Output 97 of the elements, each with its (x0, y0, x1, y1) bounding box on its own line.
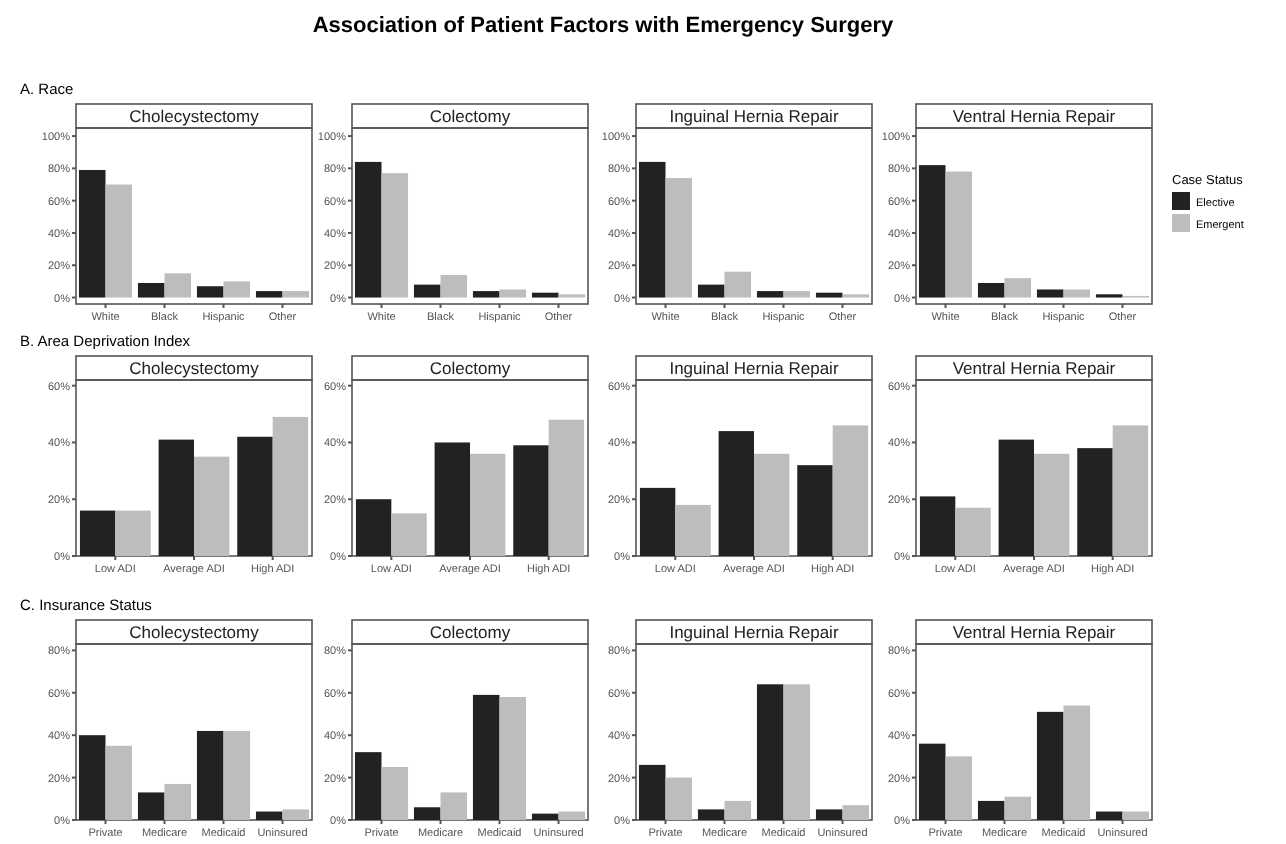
bar (697, 284, 725, 298)
bar (1063, 289, 1091, 298)
bar (237, 436, 273, 556)
bar (470, 453, 506, 556)
bar (78, 735, 106, 820)
bar (665, 178, 693, 298)
bar (638, 161, 666, 298)
bar (272, 416, 309, 556)
bar (440, 274, 468, 298)
bar (115, 510, 151, 556)
bar (440, 792, 468, 820)
bar (354, 752, 382, 820)
bar (842, 805, 870, 820)
bar (355, 499, 392, 556)
bar (639, 487, 676, 556)
bar (718, 431, 754, 556)
chart-title: Ventral Hernia Repair (952, 106, 1116, 126)
bar (1036, 289, 1064, 298)
bar (513, 445, 549, 556)
bar (832, 425, 869, 556)
bar (1095, 811, 1123, 820)
bar (756, 291, 784, 298)
bar (196, 286, 224, 298)
bar (977, 283, 1005, 298)
chart-title: Cholecystectomy (129, 622, 261, 642)
bar (638, 764, 666, 820)
bar (724, 271, 752, 298)
bar (158, 439, 194, 556)
bar (675, 504, 711, 556)
bar (472, 291, 500, 298)
bar (255, 811, 283, 820)
bar (697, 809, 725, 820)
bar (724, 800, 752, 820)
bar (918, 743, 946, 820)
bar (1077, 448, 1113, 556)
bar (434, 442, 470, 556)
bar (413, 807, 441, 820)
bar (919, 496, 956, 556)
bar (815, 809, 843, 820)
bar (1112, 425, 1149, 556)
chart-title: Cholecystectomy (129, 358, 261, 378)
bar (955, 507, 991, 556)
chart-title: Ventral Hernia Repair (952, 358, 1116, 378)
bar (79, 510, 116, 556)
bar (1034, 453, 1070, 556)
chart-title: Cholecystectomy (129, 106, 261, 126)
bar (282, 809, 310, 820)
bar (472, 694, 500, 820)
bar (783, 291, 811, 298)
bar (255, 291, 283, 298)
bar (413, 284, 441, 298)
chart-title: Inguinal Hernia Repair (669, 622, 839, 642)
bar (499, 697, 527, 820)
bar (1122, 811, 1150, 820)
bar (977, 800, 1005, 820)
bar (754, 453, 790, 556)
bar (164, 273, 192, 298)
bar (1063, 705, 1091, 820)
bar (105, 745, 133, 820)
bar (223, 730, 251, 820)
chart-title: Colectomy (429, 106, 512, 126)
bar (945, 171, 973, 298)
bar (945, 756, 973, 820)
bar (194, 456, 230, 556)
bar (381, 766, 409, 820)
chart-title: Inguinal Hernia Repair (669, 358, 839, 378)
text: Association of Patient Factors with Emergency Surgery (312, 14, 896, 38)
bar (531, 292, 559, 298)
bar (783, 684, 811, 820)
bar (137, 283, 165, 298)
bar (391, 513, 427, 556)
bar (78, 169, 106, 298)
bar (1004, 796, 1032, 820)
bar (164, 783, 192, 820)
bar (756, 684, 784, 820)
chart-title: Ventral Hernia Repair (952, 622, 1116, 642)
bar (918, 165, 946, 298)
chart-title: Colectomy (429, 622, 512, 642)
chart-title: Colectomy (429, 358, 512, 378)
bar (665, 777, 693, 820)
bar (548, 419, 585, 556)
bar (196, 730, 224, 820)
bar (998, 439, 1034, 556)
bar (499, 289, 527, 298)
bar (558, 811, 586, 820)
bar (815, 292, 843, 298)
bar (137, 792, 165, 820)
bar (223, 281, 251, 298)
bar (1036, 711, 1064, 820)
bar (105, 184, 133, 298)
bar (531, 813, 559, 820)
bar (381, 173, 409, 298)
bar (354, 161, 382, 298)
bar (797, 465, 833, 556)
bar (1004, 278, 1032, 298)
chart-title: Inguinal Hernia Repair (669, 106, 839, 126)
bar (282, 291, 310, 298)
